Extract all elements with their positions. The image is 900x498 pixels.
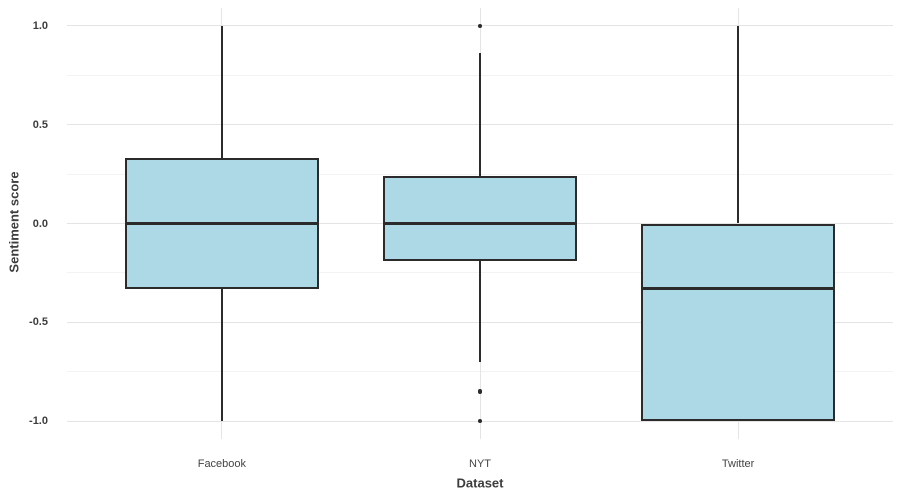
median-line	[383, 222, 577, 225]
x-axis-title: Dataset	[456, 475, 504, 491]
y-tick-label: -0.5	[29, 316, 48, 329]
x-tick-label-nyt: NYT	[469, 458, 491, 470]
box-twitter	[641, 223, 835, 422]
outlier-point	[477, 389, 483, 394]
x-tick-label-facebook: Facebook	[197, 458, 247, 470]
outlier-point	[477, 23, 483, 29]
y-tick-label: -1.0	[29, 415, 48, 428]
median-line	[125, 222, 319, 225]
outlier-point	[477, 418, 483, 424]
y-tick-label: 1.0	[32, 19, 48, 32]
y-axis-tick-labels: 1.0 0.5 0.0 -0.5 -1.0	[0, 0, 48, 498]
whisker-upper	[221, 25, 223, 159]
whisker-lower	[221, 288, 223, 422]
y-tick-label: 0.0	[32, 217, 48, 230]
whisker-lower	[479, 261, 481, 362]
whisker-upper	[737, 25, 739, 224]
y-tick-label: 0.5	[32, 118, 48, 131]
x-tick-label-twitter: Twitter	[721, 458, 755, 470]
whisker-upper	[479, 53, 481, 177]
median-line	[641, 287, 835, 291]
box-nyt	[383, 176, 577, 262]
plot-panel	[67, 8, 893, 439]
